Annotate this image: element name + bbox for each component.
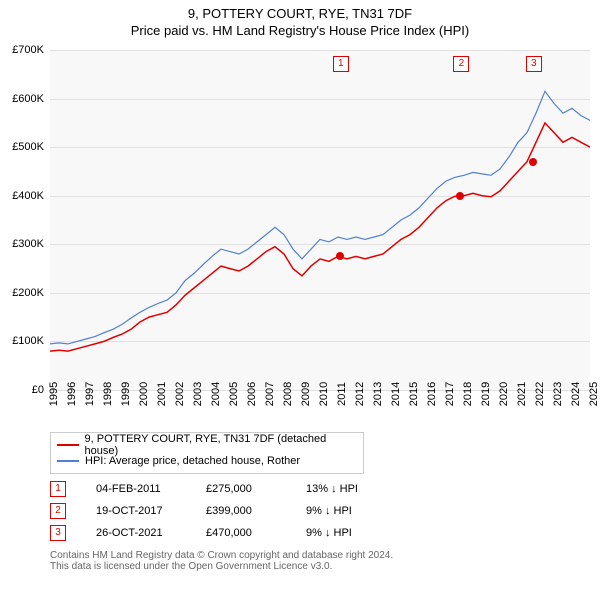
chart-area: £0£100K£200K£300K£400K£500K£600K£700K 19… [50, 50, 590, 390]
series-hpi [50, 91, 590, 344]
legend-swatch [57, 460, 79, 462]
y-tick-label: £300K [12, 238, 44, 250]
marker-flag: 2 [453, 56, 469, 72]
legend-label: HPI: Average price, detached house, Roth… [85, 455, 300, 467]
y-tick-label: £100K [12, 335, 44, 347]
y-tick-label: £0 [32, 384, 44, 396]
sales-number-badge: 1 [50, 481, 66, 497]
sales-table: 1 04-FEB-2011£275,00013% ↓ HPI 2 19-OCT-201… [50, 478, 396, 544]
y-tick-label: £400K [12, 190, 44, 202]
marker-flag: 3 [526, 56, 542, 72]
sales-row: 1 04-FEB-2011£275,00013% ↓ HPI [50, 478, 396, 500]
sales-price: £399,000 [206, 505, 306, 517]
sales-date: 19-OCT-2017 [96, 505, 206, 517]
title-address: 9, POTTERY COURT, RYE, TN31 7DF [0, 6, 600, 21]
sales-row: 2 19-OCT-2017£399,0009% ↓ HPI [50, 500, 396, 522]
sales-delta: 9% ↓ HPI [306, 527, 396, 539]
legend-swatch [57, 444, 79, 446]
footer-line2: This data is licensed under the Open Gov… [50, 561, 393, 572]
sales-delta: 9% ↓ HPI [306, 505, 396, 517]
sale-dot [529, 158, 537, 166]
sales-delta: 13% ↓ HPI [306, 483, 396, 495]
chart-container: 9, POTTERY COURT, RYE, TN31 7DF Price pa… [0, 0, 600, 590]
y-tick-label: £700K [12, 44, 44, 56]
sales-number-badge: 2 [50, 503, 66, 519]
y-tick-label: £200K [12, 287, 44, 299]
sale-dot [336, 252, 344, 260]
y-tick-label: £600K [12, 93, 44, 105]
legend-label: 9, POTTERY COURT, RYE, TN31 7DF (detache… [85, 433, 357, 457]
y-tick-label: £500K [12, 141, 44, 153]
line-chart-svg [50, 50, 590, 390]
sales-price: £470,000 [206, 527, 306, 539]
legend: 9, POTTERY COURT, RYE, TN31 7DF (detache… [50, 432, 364, 474]
title-subtitle: Price paid vs. HM Land Registry's House … [0, 23, 600, 38]
footer-attribution: Contains HM Land Registry data © Crown c… [50, 550, 393, 572]
footer-line1: Contains HM Land Registry data © Crown c… [50, 550, 393, 561]
sales-price: £275,000 [206, 483, 306, 495]
legend-row: 9, POTTERY COURT, RYE, TN31 7DF (detache… [57, 437, 357, 453]
sale-dot [456, 192, 464, 200]
sales-date: 26-OCT-2021 [96, 527, 206, 539]
title-block: 9, POTTERY COURT, RYE, TN31 7DF Price pa… [0, 0, 600, 38]
sales-row: 3 26-OCT-2021£470,0009% ↓ HPI [50, 522, 396, 544]
sales-date: 04-FEB-2011 [96, 483, 206, 495]
sales-number-badge: 3 [50, 525, 66, 541]
marker-flag: 1 [333, 56, 349, 72]
